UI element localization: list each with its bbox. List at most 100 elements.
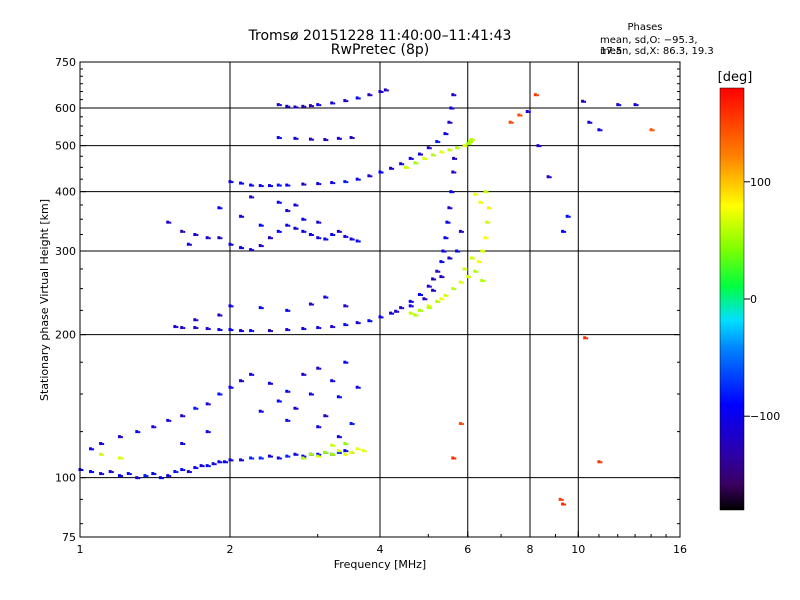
data-point (361, 449, 365, 453)
data-point (279, 400, 282, 403)
data-point (420, 293, 423, 296)
phase-o-line: mean, sd,O: −95.3, 17.5 (600, 35, 698, 57)
data-point (301, 104, 305, 108)
data-point (279, 104, 282, 107)
data-point (511, 121, 514, 124)
data-point (408, 156, 412, 160)
data-point (89, 470, 93, 474)
data-point (326, 139, 329, 142)
data-point (435, 269, 439, 273)
data-point (129, 473, 132, 476)
data-point (370, 94, 373, 97)
data-point (166, 474, 170, 478)
data-point (319, 455, 322, 458)
data-point (186, 242, 190, 246)
y-tick-label: 100 (55, 472, 76, 485)
data-point (339, 137, 342, 140)
colorbar-tick-label: 0 (750, 293, 757, 306)
data-point (458, 229, 462, 233)
data-point (151, 425, 155, 429)
data-point (346, 443, 349, 446)
data-point (249, 329, 253, 333)
data-point (454, 457, 457, 460)
data-point (189, 471, 192, 474)
data-point (239, 458, 243, 462)
data-point (270, 455, 273, 458)
data-point (378, 170, 382, 174)
data-point (186, 470, 190, 474)
data-point (239, 214, 243, 218)
data-point (333, 182, 336, 185)
data-point (568, 215, 571, 218)
data-point (445, 220, 449, 224)
data-point (301, 456, 305, 460)
data-point (249, 183, 253, 187)
data-point (429, 305, 432, 308)
data-point (319, 367, 322, 370)
data-point (220, 207, 223, 210)
data-point (486, 191, 489, 194)
data-point (316, 220, 320, 224)
data-point (389, 311, 393, 315)
data-point (267, 329, 271, 333)
data-point (408, 311, 412, 315)
data-point (349, 237, 353, 241)
data-point (349, 450, 353, 454)
data-point (462, 144, 466, 148)
data-point (450, 121, 453, 124)
data-point (564, 503, 567, 506)
data-point (120, 436, 123, 439)
data-point (413, 313, 417, 317)
data-point (429, 307, 432, 310)
data-point (304, 373, 307, 376)
data-point (443, 293, 447, 297)
data-point (389, 166, 393, 170)
data-point (481, 201, 484, 204)
data-point (180, 326, 184, 330)
data-point (330, 233, 334, 237)
data-point (333, 444, 336, 447)
data-point (158, 476, 162, 480)
data-point (549, 176, 552, 179)
data-point (196, 327, 199, 330)
data-point (450, 257, 453, 260)
data-point (452, 107, 455, 110)
data-point (536, 94, 539, 97)
data-point (343, 234, 347, 238)
data-point (276, 200, 280, 204)
data-point (346, 450, 349, 453)
data-point (451, 287, 455, 291)
data-point (330, 101, 334, 105)
data-point (466, 142, 470, 146)
data-point (239, 329, 243, 333)
data-point (323, 138, 327, 142)
data-point (367, 93, 371, 97)
data-point (249, 372, 253, 376)
data-point (316, 236, 320, 240)
data-point (468, 140, 472, 144)
data-point (249, 456, 253, 460)
data-point (349, 136, 353, 140)
data-point (411, 312, 414, 315)
data-point (285, 418, 289, 422)
data-point (343, 449, 347, 453)
data-point (205, 327, 209, 331)
data-point (420, 309, 423, 312)
data-point (454, 171, 457, 174)
data-point (231, 329, 234, 332)
y-tick-label: 500 (55, 140, 76, 153)
data-point (454, 288, 457, 291)
data-point (352, 238, 355, 241)
data-point (252, 196, 255, 199)
data-point (489, 207, 492, 210)
data-point (343, 304, 347, 308)
data-point (193, 406, 197, 410)
data-point (343, 442, 347, 446)
data-point (442, 261, 445, 264)
data-point (208, 328, 211, 331)
data-point (565, 214, 569, 218)
colorbar-unit: [deg] (718, 70, 753, 85)
x-tick-label: 8 (527, 543, 534, 556)
data-point (301, 372, 305, 376)
data-point (304, 457, 307, 460)
